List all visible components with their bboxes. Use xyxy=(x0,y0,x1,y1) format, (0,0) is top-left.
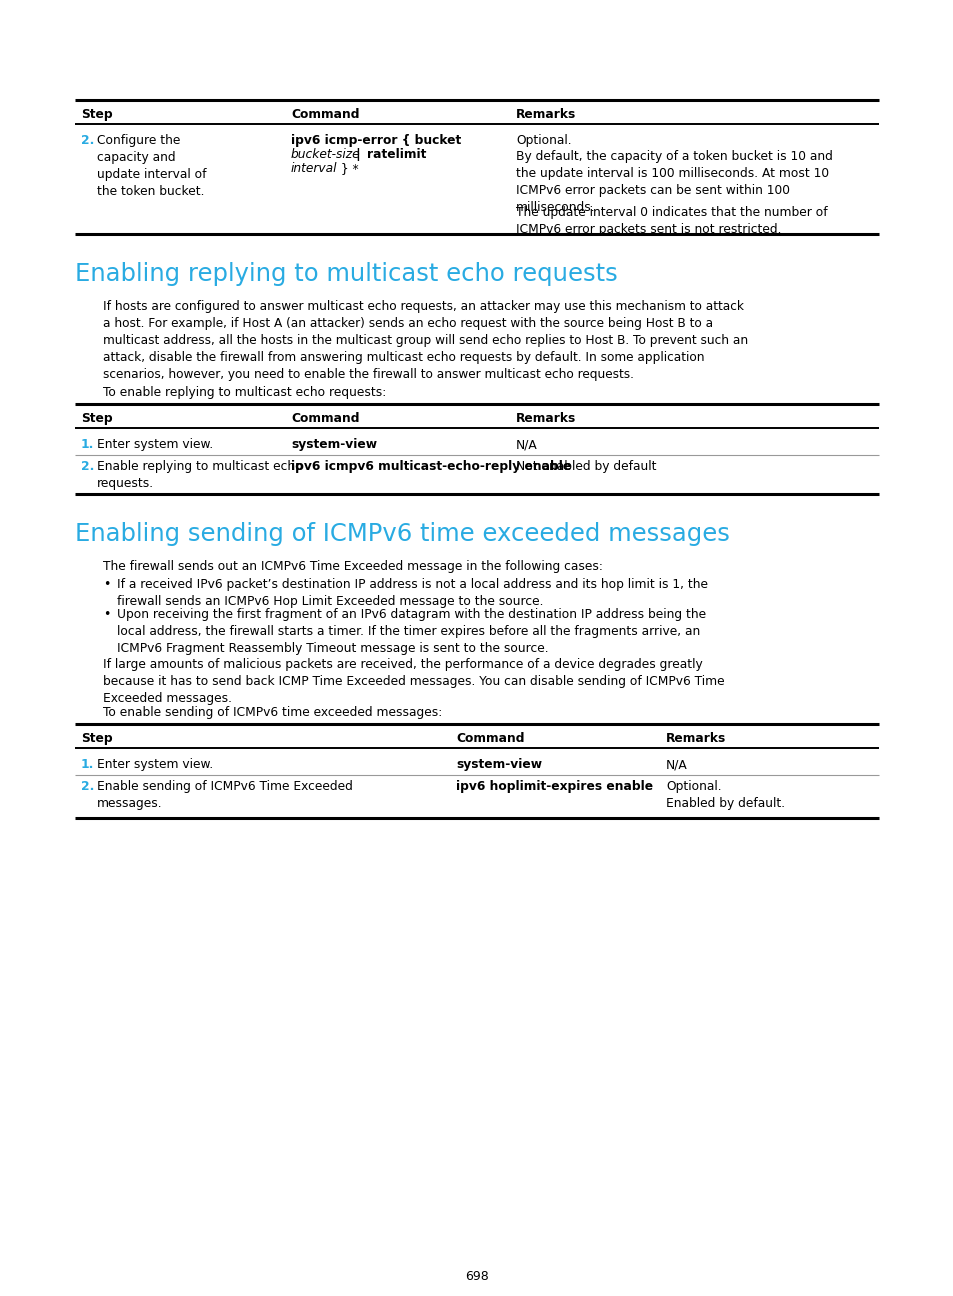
Text: Command: Command xyxy=(456,732,524,745)
Text: To enable sending of ICMPv6 time exceeded messages:: To enable sending of ICMPv6 time exceede… xyxy=(103,706,442,719)
Text: •: • xyxy=(103,578,111,591)
Text: Step: Step xyxy=(81,108,112,121)
Text: By default, the capacity of a token bucket is 10 and
the update interval is 100 : By default, the capacity of a token buck… xyxy=(516,150,832,214)
Text: Step: Step xyxy=(81,732,112,745)
Text: Enable sending of ICMPv6 Time Exceeded
messages.: Enable sending of ICMPv6 Time Exceeded m… xyxy=(97,780,353,810)
Text: 2.: 2. xyxy=(81,780,94,793)
Text: Optional.
Enabled by default.: Optional. Enabled by default. xyxy=(665,780,784,810)
Text: 1.: 1. xyxy=(81,438,94,451)
Text: bucket-size: bucket-size xyxy=(291,148,360,161)
Text: Command: Command xyxy=(291,412,359,425)
Text: 2.: 2. xyxy=(81,460,94,473)
Text: Not enabled by default: Not enabled by default xyxy=(516,460,656,473)
Text: Configure the
capacity and
update interval of
the token bucket.: Configure the capacity and update interv… xyxy=(97,133,206,198)
Text: Enable replying to multicast echo
requests.: Enable replying to multicast echo reques… xyxy=(97,460,302,490)
Text: Enter system view.: Enter system view. xyxy=(97,758,213,771)
Text: 2.: 2. xyxy=(81,133,94,146)
Text: •: • xyxy=(103,608,111,621)
Text: ipv6 hoplimit-expires enable: ipv6 hoplimit-expires enable xyxy=(456,780,653,793)
Text: Command: Command xyxy=(291,108,359,121)
Text: Upon receiving the first fragment of an IPv6 datagram with the destination IP ad: Upon receiving the first fragment of an … xyxy=(117,608,705,654)
Text: Remarks: Remarks xyxy=(665,732,725,745)
Text: Step: Step xyxy=(81,412,112,425)
Text: ipv6 icmpv6 multicast-echo-reply enable: ipv6 icmpv6 multicast-echo-reply enable xyxy=(291,460,571,473)
Text: ipv6 icmp-error { bucket: ipv6 icmp-error { bucket xyxy=(291,133,460,146)
Text: N/A: N/A xyxy=(516,438,537,451)
Text: 698: 698 xyxy=(465,1270,488,1283)
Text: To enable replying to multicast echo requests:: To enable replying to multicast echo req… xyxy=(103,386,386,399)
Text: system-view: system-view xyxy=(456,758,541,771)
Text: The firewall sends out an ICMPv6 Time Exceeded message in the following cases:: The firewall sends out an ICMPv6 Time Ex… xyxy=(103,560,602,573)
Text: The update interval 0 indicates that the number of
ICMPv6 error packets sent is : The update interval 0 indicates that the… xyxy=(516,206,827,236)
Text: Remarks: Remarks xyxy=(516,412,576,425)
Text: N/A: N/A xyxy=(665,758,687,771)
Text: If large amounts of malicious packets are received, the performance of a device : If large amounts of malicious packets ar… xyxy=(103,658,724,705)
Text: Optional.: Optional. xyxy=(516,133,571,146)
Text: interval: interval xyxy=(291,162,337,175)
Text: If hosts are configured to answer multicast echo requests, an attacker may use t: If hosts are configured to answer multic… xyxy=(103,299,747,381)
Text: Remarks: Remarks xyxy=(516,108,576,121)
Text: } *: } * xyxy=(336,162,358,175)
Text: |: | xyxy=(352,148,365,161)
Text: Enabling replying to multicast echo requests: Enabling replying to multicast echo requ… xyxy=(75,262,618,286)
Text: 1.: 1. xyxy=(81,758,94,771)
Text: system-view: system-view xyxy=(291,438,376,451)
Text: Enabling sending of ICMPv6 time exceeded messages: Enabling sending of ICMPv6 time exceeded… xyxy=(75,522,729,546)
Text: Enter system view.: Enter system view. xyxy=(97,438,213,451)
Text: ratelimit: ratelimit xyxy=(367,148,426,161)
Text: If a received IPv6 packet’s destination IP address is not a local address and it: If a received IPv6 packet’s destination … xyxy=(117,578,707,608)
